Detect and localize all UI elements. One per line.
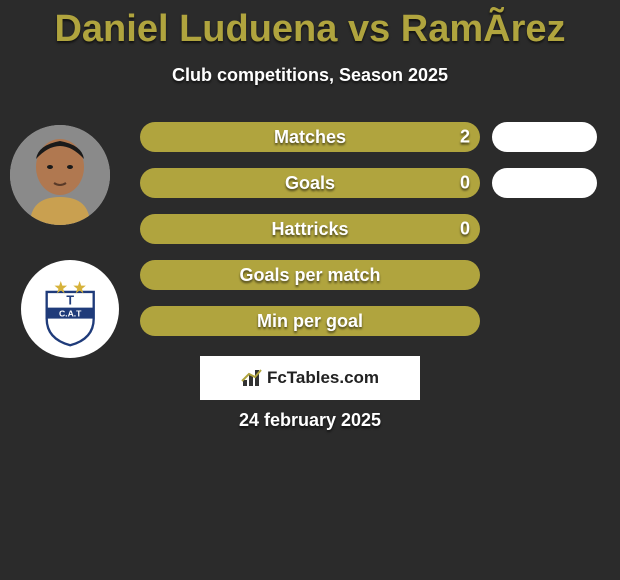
stat-value-left: 0 [460,173,470,194]
player-avatar [10,125,110,225]
footer-attribution: FcTables.com [200,356,420,400]
stat-label: Goals per match [239,265,380,286]
footer-text: FcTables.com [267,368,379,388]
stat-row: Goals 0 [140,168,480,198]
stat-label: Goals [285,173,335,194]
club-avatar: C.A.T T [21,260,119,358]
svg-text:T: T [66,293,74,307]
stat-pill-right [492,168,597,198]
stat-label: Hattricks [271,219,348,240]
right-stats-column [492,122,597,352]
stat-row: Hattricks 0 [140,214,480,244]
stat-value-left: 0 [460,219,470,240]
crest-text: C.A.T [59,308,82,318]
stats-column: Matches 2 Goals 0 Hattricks 0 Goals per … [140,122,480,352]
stat-label: Matches [274,127,346,148]
stat-row: Min per goal [140,306,480,336]
bar-chart-icon [241,368,263,388]
stat-value-left: 2 [460,127,470,148]
stat-label: Min per goal [257,311,363,332]
page-subtitle: Club competitions, Season 2025 [0,65,620,86]
stat-pill-right [492,122,597,152]
page-title: Daniel Luduena vs RamÃ­rez [0,0,620,51]
headshot-icon [10,125,110,225]
club-crest-icon: C.A.T T [31,270,109,348]
date-text: 24 february 2025 [0,410,620,431]
footer-logo: FcTables.com [241,368,379,388]
stat-row: Matches 2 [140,122,480,152]
stat-row: Goals per match [140,260,480,290]
